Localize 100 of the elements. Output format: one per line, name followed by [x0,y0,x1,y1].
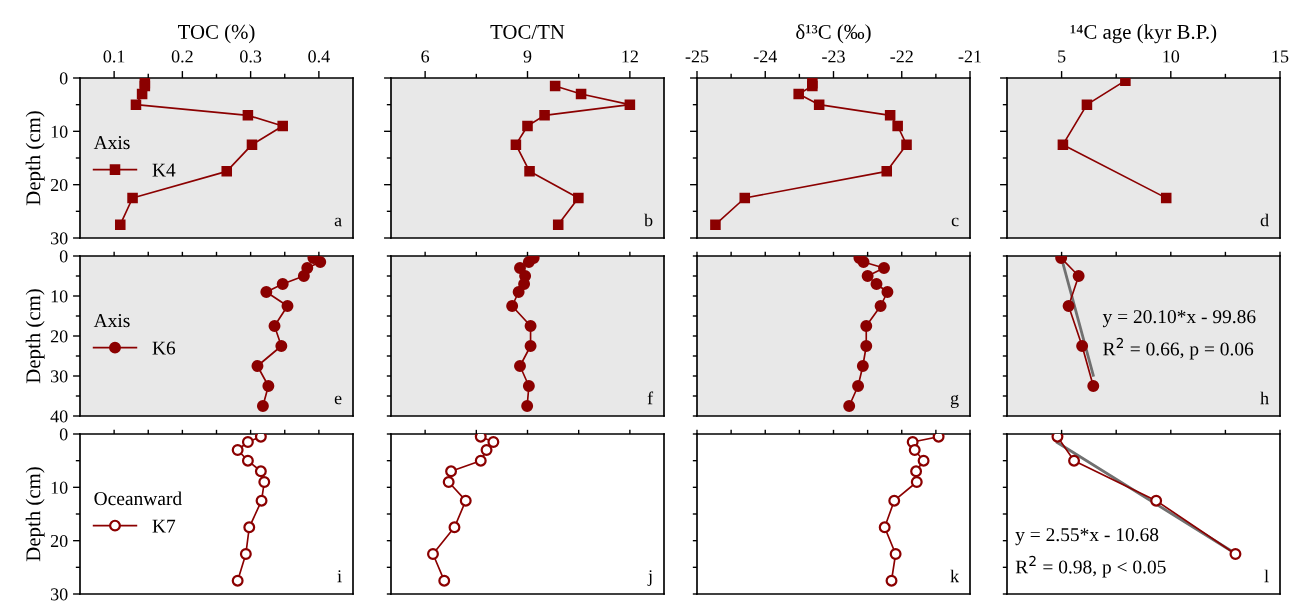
point [522,120,533,132]
annotation: R$^{2}$ = 0.66, p = 0.06 [1103,337,1254,360]
point [856,360,869,372]
point [246,139,258,150]
point [1081,99,1093,110]
y-tick-label: 0 [59,72,68,85]
point [710,219,721,230]
point [241,454,254,467]
point [445,465,458,478]
point [459,494,472,507]
x-tick-label: -24 [753,50,777,63]
point [251,360,264,372]
point [843,400,856,412]
point [1068,454,1081,467]
y-tick-label: 10 [51,481,68,494]
point [857,256,870,268]
point [793,88,804,100]
point [1087,380,1100,392]
point [861,270,874,282]
annotation: e [334,395,342,405]
point [908,444,921,456]
point [522,256,535,268]
y-tick-label: 30 [51,588,68,601]
point [881,166,893,177]
legend-label: K4 [152,163,176,177]
x-axis-title: TOC (%) [178,24,255,44]
point [910,465,923,478]
point [573,192,584,204]
point [114,219,126,230]
annotation: f [647,391,654,405]
point [1076,340,1089,352]
annotation: c [951,217,959,227]
y-tick-label: 30 [51,370,68,383]
point [442,476,455,488]
point [860,340,873,352]
point [552,219,564,230]
legend-label: K7 [152,519,176,533]
point [221,166,233,177]
point [889,548,902,560]
point [241,436,254,448]
point [127,192,138,204]
point [276,278,289,290]
point [888,494,901,507]
y-tick-label: 40 [50,410,68,423]
x-axis-title: TOC/TN [490,24,565,39]
point [258,476,271,488]
x-tick-label: -25 [685,50,709,63]
point [739,192,751,204]
point [885,574,898,587]
annotation: h [1260,391,1269,405]
point [575,88,587,100]
point [231,444,244,456]
point [243,521,256,534]
point [506,300,519,312]
annotation: l [1264,569,1269,583]
point [524,166,535,177]
point [910,476,923,488]
x-tick-label: 9 [523,50,532,63]
point [260,286,273,298]
point [892,120,903,132]
legend-title: Axis [93,314,130,328]
y-axis-title: Depth (cm) [25,289,45,384]
point [521,400,534,412]
point [448,521,461,534]
x-tick-label: 0.4 [308,50,330,63]
point [522,380,535,392]
y-tick-label: 20 [50,330,68,343]
x-tick-label: -23 [822,50,845,63]
point [262,380,275,392]
point [1120,78,1131,86]
y-tick-label: 20 [50,534,68,548]
annotation: d [1260,213,1269,227]
point [917,454,930,467]
x-tick-label: 10 [1163,50,1180,63]
annotation: b [644,213,653,227]
point [1057,139,1069,150]
legend-label: K6 [152,341,176,355]
point [1150,494,1163,507]
point [878,521,891,534]
y-tick-label: 0 [59,428,68,441]
point [874,300,887,312]
point [427,548,439,560]
point [1160,192,1172,204]
point [254,465,267,478]
point [277,120,288,132]
point [539,110,550,121]
y-tick-label: 20 [50,178,68,192]
point [474,454,487,467]
point [314,256,327,268]
point [281,300,294,312]
point [813,99,825,110]
point [487,436,500,448]
point [297,270,310,282]
point [549,80,561,92]
point [518,278,531,290]
x-tick-label: 0.1 [103,50,125,63]
x-tick-label: 5 [1058,50,1066,63]
point [624,99,636,110]
point [881,286,894,298]
point [878,262,890,274]
